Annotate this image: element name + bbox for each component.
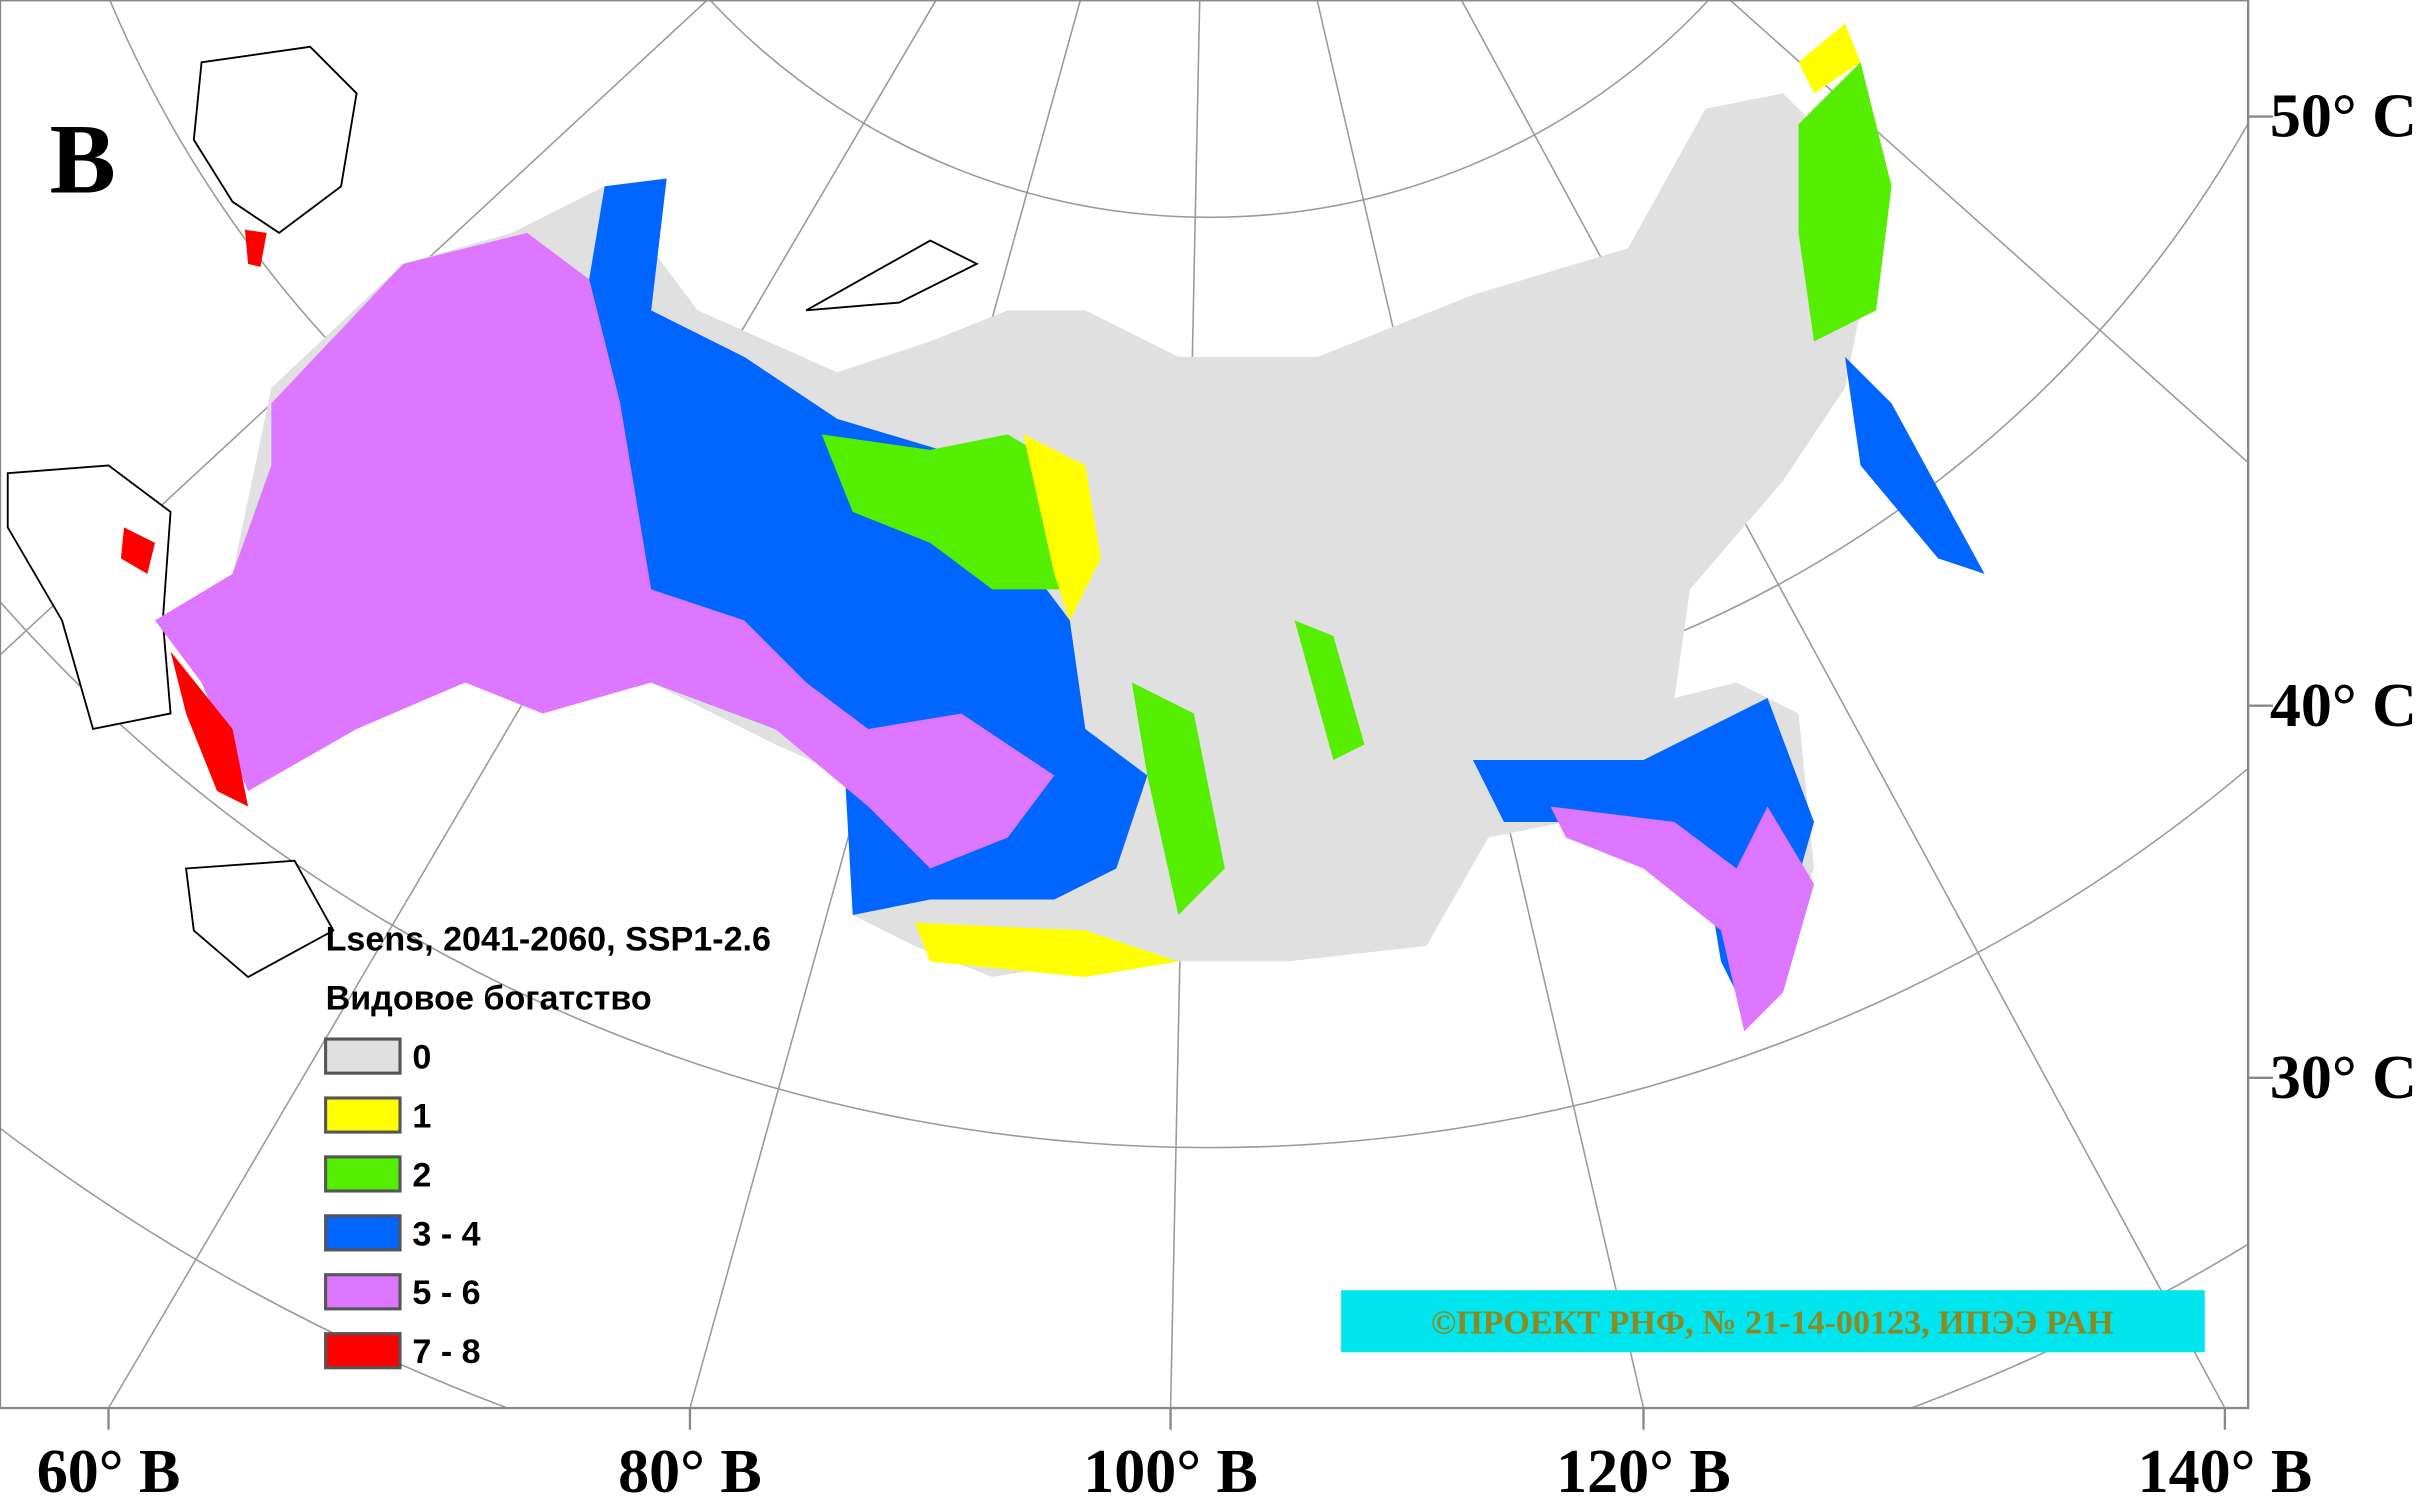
panel-label: В <box>50 106 116 215</box>
region <box>1798 23 1861 94</box>
region <box>914 922 1179 978</box>
region <box>1550 806 1815 1032</box>
longitude-label: 100° В <box>1083 1438 1258 1506</box>
longitude-label: 80° В <box>618 1438 762 1506</box>
region <box>1798 62 1892 342</box>
legend-label: 5 - 6 <box>412 1274 480 1312</box>
longitude-label: 60° В <box>37 1438 181 1506</box>
region <box>589 178 1148 916</box>
legend-swatch <box>324 1155 402 1193</box>
legend-label: 1 <box>412 1097 431 1135</box>
region <box>1023 434 1101 621</box>
legend: Lsens, 2041-2060, SSP1-2.6 Видовое богат… <box>324 921 771 1371</box>
latitude-label: 30° С <box>2270 1044 2417 1112</box>
latitude-label: 40° С <box>2270 672 2417 740</box>
legend-subtitle: Видовое богатство <box>326 980 652 1018</box>
region <box>1845 356 1985 574</box>
legend-swatch <box>324 1214 402 1252</box>
legend-label: 7 - 8 <box>412 1333 480 1371</box>
region <box>1294 620 1365 760</box>
map-frame <box>0 0 2250 1410</box>
region <box>244 229 267 267</box>
region <box>821 434 1086 590</box>
legend-swatch <box>324 1332 402 1370</box>
legend-label: 2 <box>412 1156 431 1194</box>
latitude-label: 50° С <box>2270 83 2417 151</box>
legend-swatch <box>324 1273 402 1311</box>
legend-label: 0 <box>412 1039 431 1077</box>
credit: ©ПРОЕКТ РНФ, № 21-14-00123, ИПЭЭ РАН <box>1431 1305 2114 1342</box>
legend-label: 3 - 4 <box>412 1215 480 1253</box>
longitude-label: 120° В <box>1556 1438 1731 1506</box>
legend-title: Lsens, 2041-2060, SSP1-2.6 <box>326 921 771 959</box>
region <box>170 651 249 807</box>
region <box>120 527 156 574</box>
legend-swatch <box>324 1037 402 1075</box>
legend-swatch <box>324 1096 402 1134</box>
frame-ticks <box>107 115 2273 1430</box>
region <box>1131 682 1225 916</box>
longitude-label: 140° В <box>2138 1438 2313 1506</box>
richness-regions <box>120 23 1985 1032</box>
region <box>155 232 1055 869</box>
credit-box <box>1341 1290 2205 1353</box>
